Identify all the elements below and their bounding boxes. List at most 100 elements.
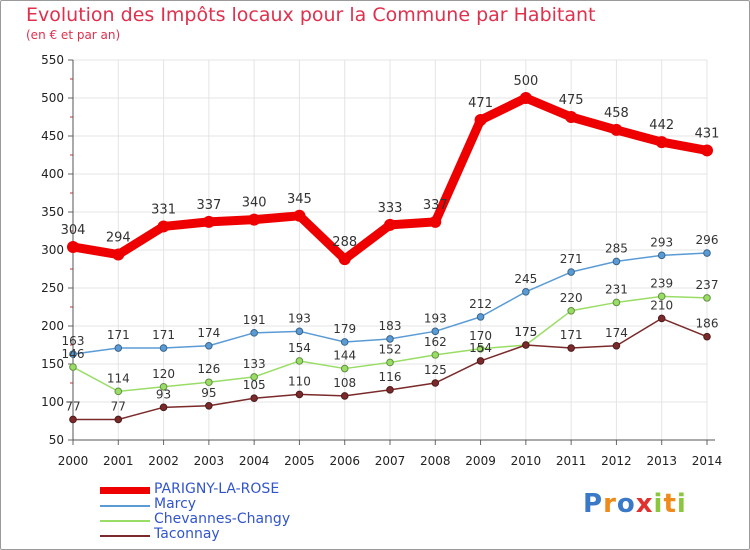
data-label-0: 345 (287, 192, 312, 207)
data-point-3 (657, 314, 666, 323)
data-point-1 (159, 344, 168, 352)
legend-label-chevannes: Chevannes-Changy (154, 511, 291, 527)
data-point-3 (250, 394, 258, 403)
series-1 (69, 249, 711, 358)
chart-title: Evolution des Impôts locaux pour la Comm… (26, 4, 596, 26)
data-point-1 (69, 350, 77, 358)
legend-label-parigny: PARIGNY-LA-ROSE (154, 481, 280, 497)
data-label-3: 95 (201, 386, 216, 400)
data-label-0: 500 (513, 74, 538, 89)
data-point-3 (340, 392, 349, 400)
logo-letter: x (635, 489, 654, 519)
data-label-2: 170 (469, 329, 492, 343)
data-label-1: 193 (424, 311, 447, 325)
data-label-3: 154 (469, 341, 492, 355)
legend-label-taconnay: Taconnay (154, 526, 220, 542)
data-point-2 (340, 364, 349, 373)
data-point-0 (565, 111, 578, 123)
data-point-2 (205, 378, 213, 387)
x-tick-label: 2004 (239, 454, 270, 468)
data-label-1: 296 (696, 233, 719, 247)
x-tick-label: 2007 (375, 454, 406, 468)
data-label-0: 458 (604, 106, 629, 121)
x-axis: 2000 2001 2002 2003 2004 2005 2006 2007 2008 2009… (58, 439, 723, 468)
data-label-2: 126 (197, 362, 220, 376)
data-label-1: 193 (288, 311, 311, 325)
data-label-1: 171 (152, 328, 175, 342)
logo-letter: o (616, 489, 636, 519)
data-label-0: 333 (378, 201, 403, 216)
proxiti-logo: Proxiti (583, 489, 687, 519)
y-tick-label: 100 (41, 395, 64, 409)
data-label-0: 442 (649, 118, 674, 133)
data-label-3: 77 (65, 399, 80, 413)
x-tick-label: 2014 (692, 454, 723, 468)
data-label-0: 304 (61, 223, 86, 238)
x-tick-label: 2010 (511, 454, 542, 468)
x-tick-label: 2009 (465, 454, 496, 468)
data-label-3: 93 (156, 387, 171, 401)
data-label-2: 175 (514, 325, 537, 339)
series-3 (69, 314, 711, 424)
data-label-1: 171 (107, 328, 130, 342)
data-label-0: 340 (242, 196, 267, 211)
series-2 (69, 292, 711, 396)
data-label-1: 293 (650, 235, 673, 249)
data-label-3: 174 (605, 326, 628, 340)
data-point-1 (703, 249, 711, 257)
legend-label-marcy: Marcy (154, 496, 197, 512)
data-label-3: 186 (696, 317, 719, 331)
y-tick-label: 450 (41, 129, 64, 143)
y-tick-label: 250 (41, 281, 64, 295)
y-axis: 50 100 150 200 250 300 350 400 450 500 550 (41, 53, 74, 447)
series-layer (67, 92, 713, 424)
data-label-3: 77 (111, 399, 126, 413)
data-point-1 (114, 344, 123, 352)
data-point-1 (567, 268, 575, 276)
data-labels-layer: 304 294 331 337 340 345 288 333 337 471 500 475 458 4… (61, 74, 720, 413)
y-tick-label: 50 (49, 433, 64, 447)
data-label-2: 237 (696, 278, 719, 292)
chart-subtitle: (en € et par an) (26, 28, 121, 42)
data-point-0 (384, 218, 396, 231)
data-point-3 (703, 332, 711, 341)
legend-swatch-taconnay (100, 535, 150, 537)
data-label-1: 191 (243, 313, 266, 327)
data-point-0 (474, 114, 487, 127)
data-point-2 (159, 383, 168, 391)
data-label-0: 431 (695, 126, 720, 141)
data-point-3 (159, 403, 168, 412)
data-label-3: 110 (288, 374, 311, 388)
data-point-1 (340, 338, 349, 346)
data-label-1: 179 (333, 322, 356, 336)
logo-letter: i (653, 489, 664, 519)
data-point-3 (205, 402, 213, 410)
legend-swatch-chevannes (100, 520, 150, 522)
data-point-3 (295, 390, 304, 399)
data-label-2: 162 (424, 335, 447, 349)
data-label-1: 245 (514, 272, 537, 286)
data-label-3: 171 (560, 328, 583, 342)
data-label-0: 337 (196, 198, 221, 213)
data-label-3: 210 (650, 298, 673, 312)
logo-letter: P (583, 489, 604, 519)
data-label-2: 231 (605, 282, 628, 296)
data-label-2: 220 (560, 291, 583, 305)
data-point-2 (431, 351, 440, 359)
data-point-2 (567, 307, 575, 315)
data-label-2: 114 (107, 371, 130, 385)
data-label-2: 133 (243, 357, 266, 371)
data-point-3 (612, 341, 621, 350)
data-point-0 (519, 92, 532, 104)
logo-letter: r (603, 489, 617, 519)
data-label-3: 125 (424, 363, 447, 377)
data-label-2: 154 (288, 341, 311, 355)
y-tick-label: 400 (41, 167, 64, 181)
logo-letter: t (663, 489, 677, 519)
data-point-1 (431, 327, 440, 336)
data-point-2 (612, 298, 621, 307)
data-label-1: 174 (197, 326, 220, 340)
data-label-2: 144 (333, 349, 356, 363)
data-point-0 (701, 144, 713, 157)
x-tick-label: 2008 (420, 454, 451, 468)
